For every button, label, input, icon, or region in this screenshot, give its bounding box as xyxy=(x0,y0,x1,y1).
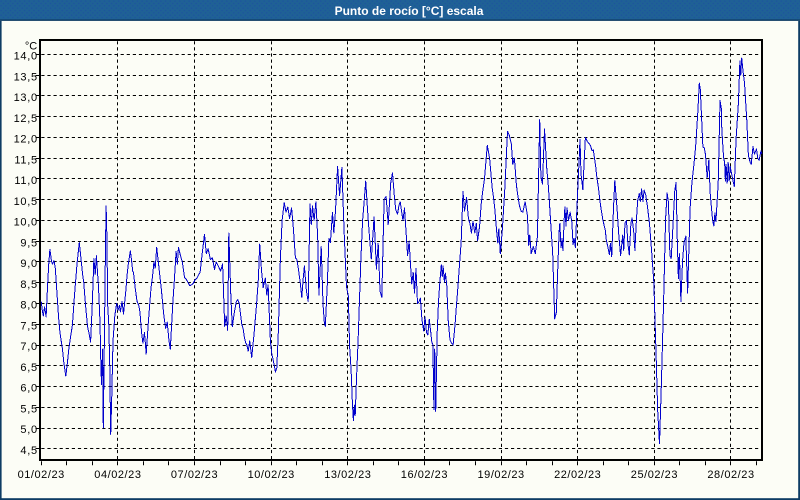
svg-text:13,5: 13,5 xyxy=(14,71,38,83)
svg-text:13,0: 13,0 xyxy=(14,92,38,104)
svg-text:19/02/23: 19/02/23 xyxy=(477,469,524,481)
svg-text:10,5: 10,5 xyxy=(14,196,38,208)
svg-text:5,5: 5,5 xyxy=(20,403,37,415)
svg-text:8,5: 8,5 xyxy=(20,279,37,291)
svg-text:13/02/23: 13/02/23 xyxy=(324,469,371,481)
svg-text:11,0: 11,0 xyxy=(14,175,37,187)
svg-text:°C: °C xyxy=(25,40,37,52)
svg-text:10/02/23: 10/02/23 xyxy=(248,469,295,481)
svg-text:4,5: 4,5 xyxy=(20,445,37,457)
svg-text:10,0: 10,0 xyxy=(14,217,38,229)
svg-text:12,5: 12,5 xyxy=(14,113,38,125)
svg-text:22/02/23: 22/02/23 xyxy=(554,469,601,481)
svg-text:9,0: 9,0 xyxy=(20,258,37,270)
svg-text:7,5: 7,5 xyxy=(20,320,37,332)
svg-text:8,0: 8,0 xyxy=(20,300,37,312)
svg-text:01/02/23: 01/02/23 xyxy=(18,469,65,481)
svg-text:5,0: 5,0 xyxy=(20,424,37,436)
svg-text:7,0: 7,0 xyxy=(20,341,37,353)
svg-text:9,5: 9,5 xyxy=(20,237,37,249)
svg-text:25/02/23: 25/02/23 xyxy=(631,469,678,481)
svg-text:04/02/23: 04/02/23 xyxy=(94,469,141,481)
svg-text:16/02/23: 16/02/23 xyxy=(401,469,448,481)
svg-text:14,0: 14,0 xyxy=(14,51,38,63)
svg-text:07/02/23: 07/02/23 xyxy=(171,469,218,481)
svg-text:Punto de rocío [°C] escala: Punto de rocío [°C] escala xyxy=(335,4,484,18)
svg-text:28/02/23: 28/02/23 xyxy=(707,469,754,481)
svg-text:6,5: 6,5 xyxy=(20,362,37,374)
svg-text:6,0: 6,0 xyxy=(20,383,37,395)
svg-text:12,0: 12,0 xyxy=(14,134,38,146)
svg-text:11,5: 11,5 xyxy=(14,154,37,166)
